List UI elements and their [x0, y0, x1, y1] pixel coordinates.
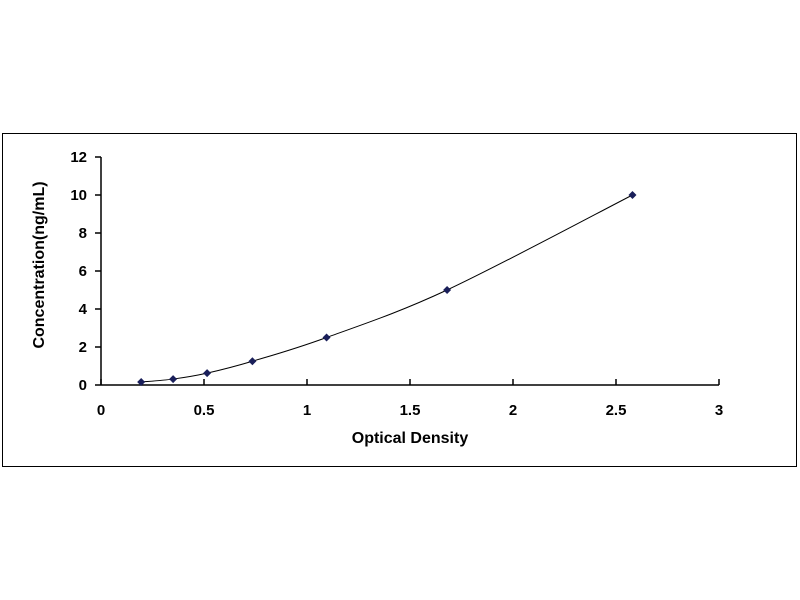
data-point: [248, 357, 257, 366]
x-tick-label: 1.5: [400, 402, 421, 419]
y-tick-label: 0: [79, 377, 87, 394]
y-tick-label: 2: [79, 339, 87, 356]
x-tick-label: 2.5: [606, 402, 627, 419]
chart-border: [2, 133, 797, 467]
y-tick-label: 6: [79, 263, 87, 280]
x-tick-label: 3: [715, 402, 723, 419]
y-tick-label: 8: [79, 225, 87, 242]
data-point: [137, 378, 146, 387]
data-point: [169, 375, 178, 384]
x-tick-label: 0.5: [194, 402, 215, 419]
x-tick-label: 2: [509, 402, 517, 419]
y-tick-label: 10: [70, 187, 87, 204]
fitted-curve: [141, 194, 633, 383]
data-point: [443, 286, 452, 294]
x-tick-label: 1: [303, 402, 311, 419]
data-point: [322, 333, 331, 342]
data-point: [203, 369, 212, 378]
x-axis-label: Optical Density: [352, 430, 469, 447]
y-tick-label: 12: [70, 149, 87, 166]
y-tick-label: 4: [79, 301, 88, 318]
data-point: [628, 191, 637, 199]
x-tick-label: 0: [97, 402, 105, 419]
y-axis-label: Concentration(ng/mL): [31, 181, 48, 348]
